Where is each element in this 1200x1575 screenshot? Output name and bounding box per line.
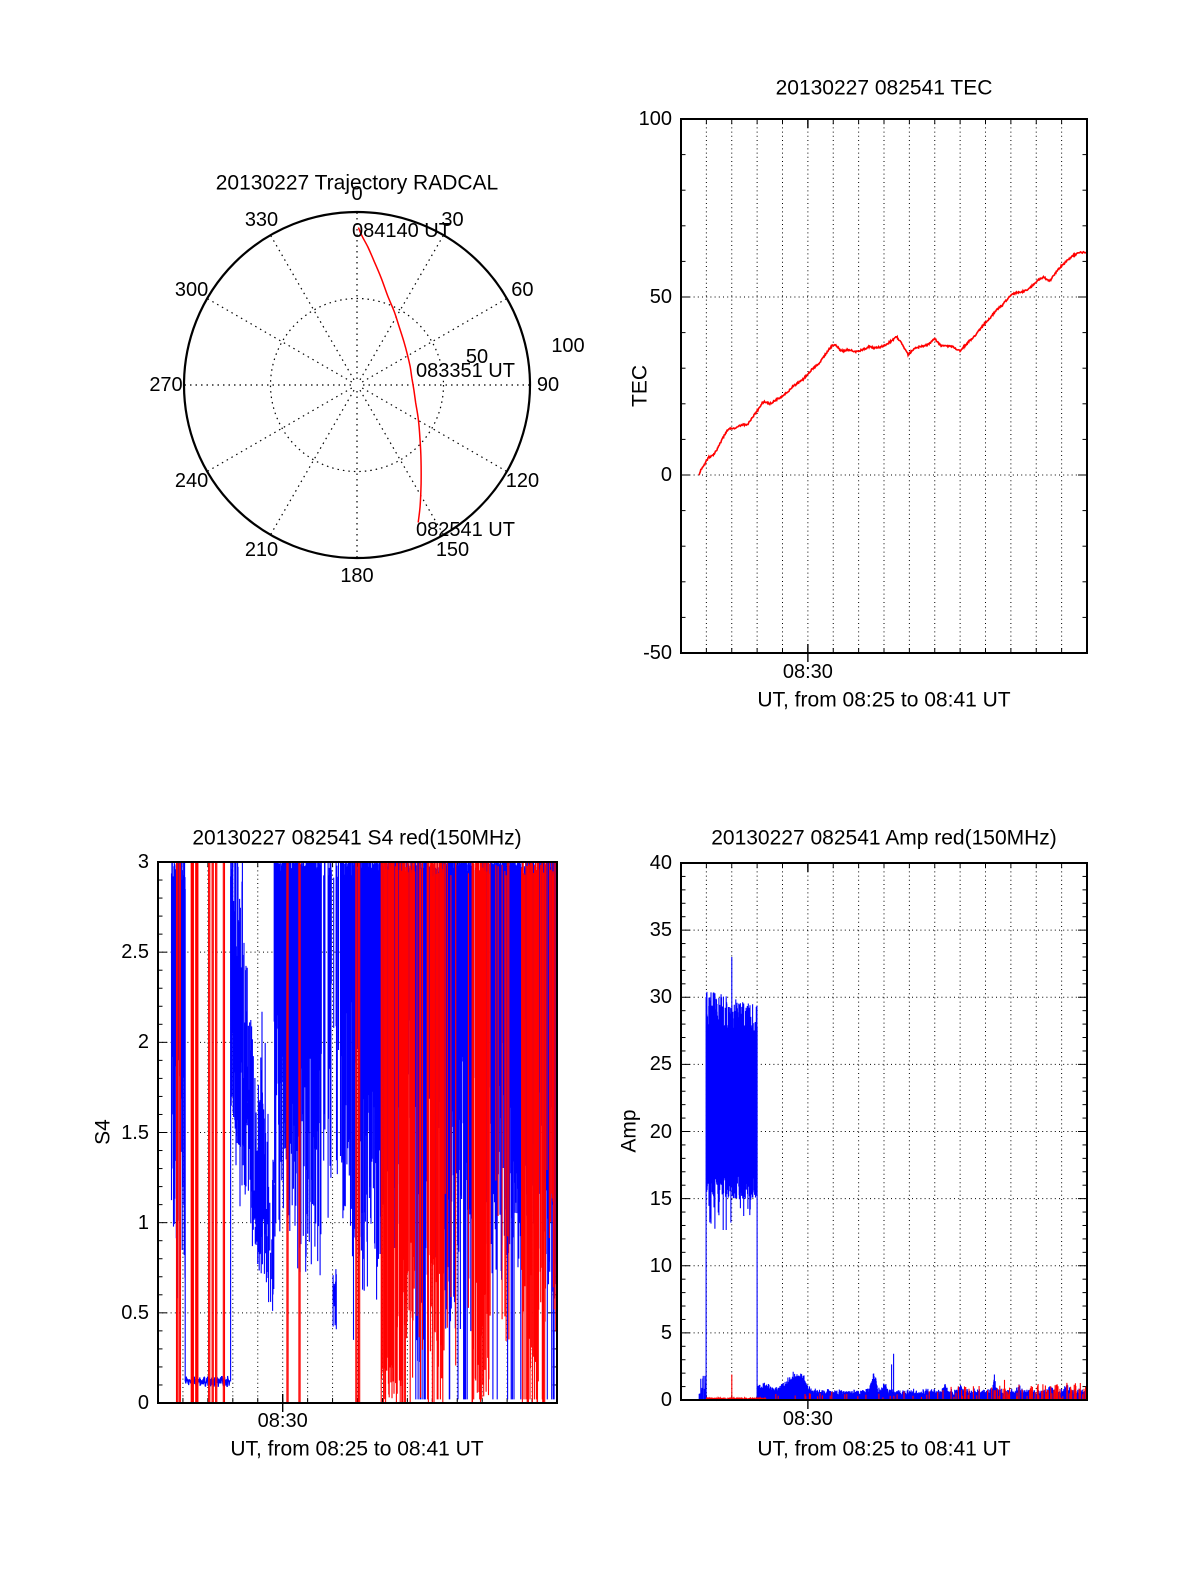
figure: 20130227 Trajectory RADCAL 084140 UT 083… <box>91 77 1088 1460</box>
figure-canvas <box>157 118 1088 1412</box>
